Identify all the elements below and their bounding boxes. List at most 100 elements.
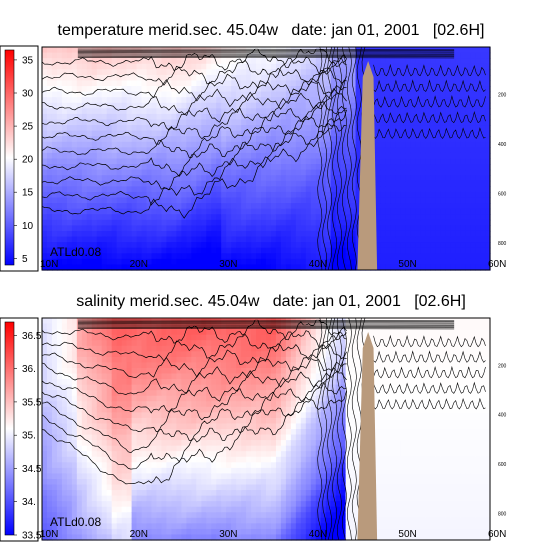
contour-line bbox=[41, 330, 347, 362]
model-label: ATLd0.08 bbox=[50, 515, 101, 529]
colorbar: 35 30 25 20 15 10 5 bbox=[0, 45, 39, 272]
plot-frame bbox=[41, 46, 491, 271]
surface-contour bbox=[77, 49, 455, 52]
contour-line bbox=[41, 331, 347, 378]
subpolar-contour bbox=[373, 63, 486, 77]
x-tick-label: 60N bbox=[488, 259, 506, 270]
contour-line bbox=[41, 56, 347, 86]
front-contour bbox=[317, 46, 323, 271]
colorbar-tick-label: 34. bbox=[22, 497, 36, 508]
front-contour bbox=[351, 317, 357, 541]
contour-line bbox=[41, 367, 347, 454]
x-tick-label: 40N bbox=[309, 259, 327, 270]
contour-line bbox=[41, 109, 347, 191]
subpolar-contour bbox=[373, 350, 486, 363]
front-contour bbox=[356, 317, 362, 541]
colorbar-tick-label: 25 bbox=[22, 122, 34, 133]
ridge-land-mask bbox=[357, 332, 378, 540]
depth-tick-label: 600 bbox=[498, 462, 507, 468]
surface-contour bbox=[77, 53, 455, 55]
colorbar-tick-label: 30 bbox=[22, 89, 34, 100]
colorbar: 36.5 36. 35.5 35. 34.5 34. 33.5 bbox=[0, 317, 42, 542]
x-tick-label: 50N bbox=[398, 529, 416, 540]
contour-line bbox=[41, 80, 347, 131]
colorbar-tick-label: 20 bbox=[22, 155, 34, 166]
x-tick-label: 10N bbox=[40, 259, 58, 270]
front-contour bbox=[322, 46, 328, 271]
surface-contour bbox=[77, 55, 455, 58]
ridge-land-mask bbox=[357, 61, 378, 270]
front-contour bbox=[346, 46, 352, 271]
depth-tick-label: 800 bbox=[498, 511, 507, 517]
subpolar-contour bbox=[373, 381, 486, 395]
subpolar-contour bbox=[373, 94, 486, 108]
depth-tick-label: 200 bbox=[498, 363, 507, 369]
colorbar-tick-label: 33.5 bbox=[22, 531, 42, 542]
subpolar-contour bbox=[373, 397, 486, 410]
contour-line bbox=[41, 390, 347, 485]
contour-line bbox=[41, 358, 347, 414]
subpolar-contour bbox=[373, 110, 486, 124]
contour-line bbox=[41, 101, 347, 177]
salinity-panel: 10N 20N 30N 40N 50N 60N 200 400 600 800 ATLd0.08 36… bbox=[0, 317, 507, 542]
surface-contour bbox=[77, 52, 455, 54]
front-contour bbox=[351, 46, 357, 271]
surface-contour bbox=[77, 323, 455, 325]
front-contour bbox=[327, 317, 332, 541]
temperature-chart-title: temperature merid.sec. 45.04w date: jan … bbox=[57, 22, 485, 39]
colorbar-tick-label: 15 bbox=[22, 188, 34, 199]
x-tick-label: 20N bbox=[130, 529, 148, 540]
contour-line bbox=[41, 87, 347, 158]
depth-tick-label: 400 bbox=[498, 142, 507, 148]
front-contour bbox=[327, 46, 332, 271]
front-contour bbox=[332, 317, 337, 541]
subpolar-contour bbox=[373, 334, 486, 348]
temperature-panel: 10N 20N 30N 40N 50N 60N 200 400 600 800 ATLd0.08 35… bbox=[0, 45, 507, 272]
colorbar-tick-label: 35 bbox=[22, 55, 34, 66]
surface-contour bbox=[77, 324, 455, 326]
depth-tick-label: 400 bbox=[498, 413, 507, 419]
colorbar-tick-label: 35.5 bbox=[22, 397, 42, 408]
x-tick-label: 10N bbox=[40, 529, 58, 540]
x-tick-label: 40N bbox=[309, 529, 327, 540]
surface-contour bbox=[77, 328, 455, 330]
subpolar-contour bbox=[373, 127, 486, 139]
front-contour bbox=[332, 46, 337, 271]
contour-line bbox=[41, 79, 347, 145]
colorbar-tick-label: 5 bbox=[22, 254, 28, 265]
colorbar-tick-label: 36. bbox=[22, 364, 36, 375]
colorbar-tick-label: 10 bbox=[22, 221, 34, 232]
front-contour bbox=[341, 317, 347, 541]
front-contour bbox=[336, 317, 342, 541]
x-tick-label: 30N bbox=[219, 529, 237, 540]
surface-contour bbox=[77, 322, 455, 324]
colorbar-gradient bbox=[4, 49, 15, 266]
contour-line bbox=[41, 381, 347, 470]
depth-tick-label: 600 bbox=[498, 192, 507, 198]
colorbar-tick-label: 34.5 bbox=[22, 464, 42, 475]
x-tick-label: 50N bbox=[398, 259, 416, 270]
depth-tick-label: 200 bbox=[498, 93, 507, 99]
front-contour bbox=[346, 317, 352, 541]
depth-tick-label: 800 bbox=[498, 241, 507, 247]
plot-frame bbox=[41, 317, 491, 541]
surface-contour bbox=[77, 325, 455, 327]
contour-line bbox=[41, 109, 347, 206]
x-tick-label: 30N bbox=[219, 259, 237, 270]
surface-contour bbox=[77, 54, 455, 56]
x-tick-label: 60N bbox=[488, 529, 506, 540]
model-label: ATLd0.08 bbox=[50, 245, 101, 259]
front-contour bbox=[317, 317, 323, 541]
front-contour bbox=[336, 46, 342, 271]
colorbar-tick-label: 35. bbox=[22, 431, 36, 442]
colorbar-tick-label: 36.5 bbox=[22, 331, 42, 342]
colorbar-gradient bbox=[4, 321, 15, 536]
surface-contour bbox=[77, 51, 455, 53]
contour-line bbox=[41, 48, 347, 71]
subpolar-contour bbox=[373, 79, 486, 92]
front-contour bbox=[322, 317, 328, 541]
surface-contour bbox=[77, 319, 455, 321]
front-contour bbox=[356, 46, 362, 271]
contour-line bbox=[41, 57, 347, 102]
